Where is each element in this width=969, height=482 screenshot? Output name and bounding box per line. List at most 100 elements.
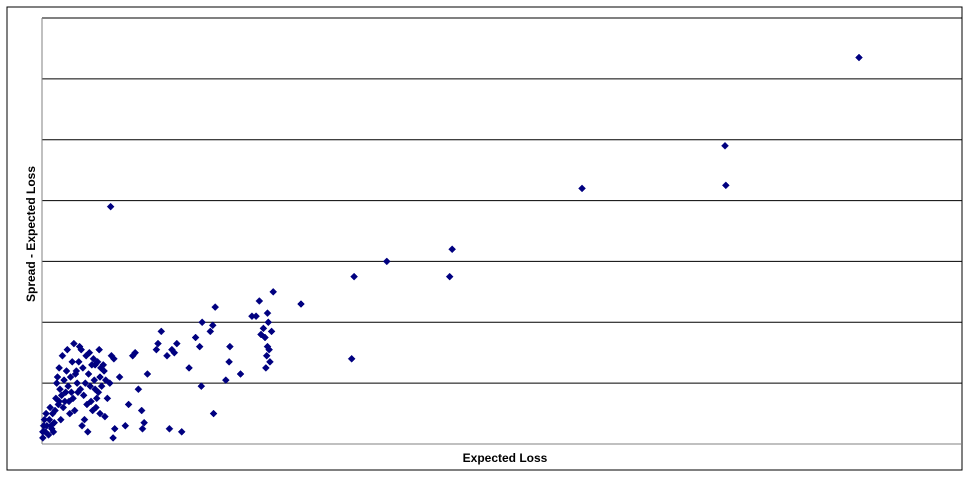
data-point [263, 309, 272, 318]
data-point [87, 397, 95, 406]
x-axis-title: Expected Loss [463, 451, 548, 465]
data-point [255, 297, 264, 305]
data-point [90, 376, 99, 384]
data-point [63, 345, 72, 354]
data-point [721, 181, 730, 190]
data-point [85, 348, 94, 357]
data-point [96, 373, 104, 381]
data-point [262, 364, 270, 372]
data-point [92, 394, 101, 403]
data-point [138, 424, 147, 433]
data-point [110, 424, 119, 433]
data-point [448, 245, 456, 254]
data-point [266, 357, 274, 366]
data-point [72, 367, 81, 375]
data-point [95, 345, 104, 354]
gridlines [42, 17, 962, 384]
data-point [46, 403, 55, 412]
data-point [131, 348, 139, 357]
data-point [73, 379, 81, 387]
data-point [197, 382, 206, 391]
chart-frame [6, 6, 963, 471]
data-point [78, 364, 87, 372]
data-point [264, 318, 273, 327]
data-point [124, 400, 133, 409]
data-points [38, 53, 863, 442]
data-point [259, 324, 268, 333]
data-point [70, 406, 79, 415]
data-point [265, 345, 273, 354]
data-point [61, 388, 70, 397]
data-point [134, 385, 143, 394]
data-point [79, 391, 88, 400]
data-point [56, 415, 65, 424]
data-point [382, 257, 391, 266]
data-point [177, 427, 186, 436]
data-point [51, 406, 59, 415]
data-point [170, 348, 179, 357]
data-point [38, 434, 47, 442]
data-point [66, 373, 75, 381]
data-point [80, 415, 89, 424]
data-point [236, 370, 245, 378]
data-point [198, 318, 206, 327]
data-point [297, 300, 305, 308]
data-point [103, 394, 112, 403]
data-point [110, 354, 118, 363]
data-point [77, 345, 86, 354]
data-point [350, 272, 358, 281]
data-point [76, 385, 85, 394]
data-point [137, 406, 146, 415]
data-point [262, 351, 271, 360]
data-point [140, 418, 148, 427]
data-point [855, 53, 863, 62]
data-point [261, 333, 269, 342]
data-point [208, 321, 217, 330]
data-point [64, 382, 72, 391]
data-point [269, 288, 278, 296]
data-point [97, 382, 106, 391]
data-point [45, 415, 54, 424]
data-point [94, 388, 103, 397]
data-point [101, 412, 109, 421]
data-point [209, 409, 218, 418]
data-point [154, 339, 162, 348]
data-point [115, 373, 124, 381]
data-point [347, 354, 356, 363]
data-point [69, 394, 77, 403]
axes [41, 18, 962, 445]
data-point [721, 141, 729, 150]
data-point [93, 357, 102, 366]
data-point [143, 370, 152, 378]
data-point [121, 421, 130, 430]
data-point [211, 303, 220, 311]
data-point [445, 272, 454, 281]
data-point [55, 364, 64, 372]
data-point [157, 327, 166, 336]
data-point [152, 345, 161, 354]
y-axis-title: Spread - Expected Loss [24, 166, 38, 302]
data-point [74, 357, 83, 366]
data-point [56, 385, 64, 394]
data-point [70, 339, 78, 348]
data-point [52, 379, 61, 387]
data-point [60, 376, 68, 384]
data-point [68, 357, 77, 366]
data-point [67, 388, 76, 397]
data-point [53, 373, 62, 381]
data-point [163, 351, 171, 360]
data-point [81, 379, 90, 387]
data-point [106, 202, 115, 211]
data-point [225, 357, 233, 366]
data-point [62, 367, 71, 375]
data-point [92, 403, 100, 412]
data-point [59, 403, 68, 412]
data-point [578, 184, 586, 193]
data-point [83, 427, 92, 436]
data-point [84, 370, 93, 378]
data-point [65, 409, 74, 418]
data-point [206, 327, 215, 336]
data-point [100, 367, 108, 375]
data-point [252, 312, 260, 321]
